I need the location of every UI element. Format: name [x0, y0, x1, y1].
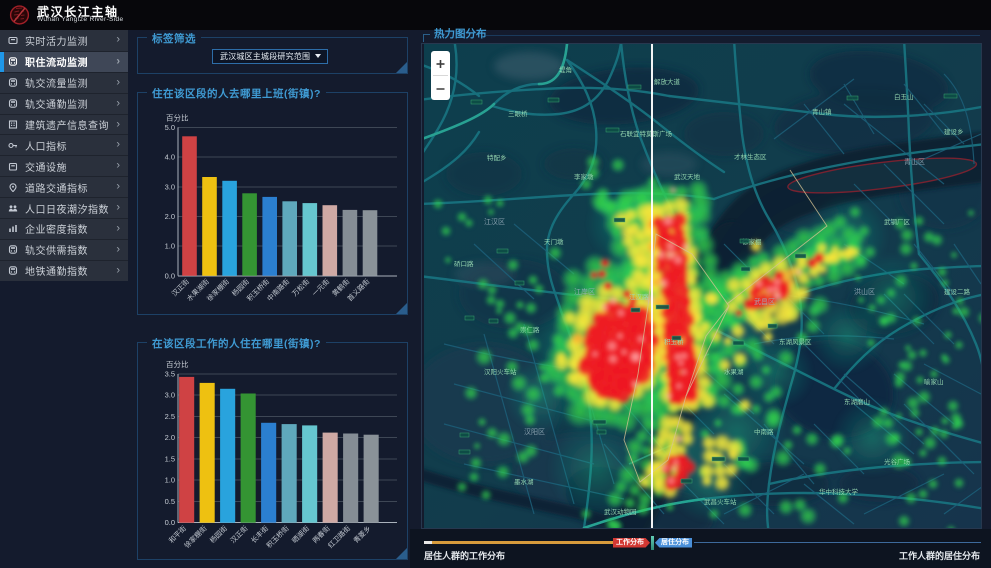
svg-text:首义路街: 首义路街	[345, 277, 371, 303]
svg-text:百分比: 百分比	[166, 359, 189, 369]
svg-text:中南路街: 中南路街	[265, 277, 291, 303]
svg-text:硚口路: 硚口路	[454, 259, 474, 268]
svg-text:汉正街: 汉正街	[228, 524, 249, 545]
svg-text:5.0: 5.0	[165, 123, 175, 132]
svg-text:青山镇: 青山镇	[812, 107, 832, 116]
svg-text:2.0: 2.0	[165, 212, 175, 221]
svg-text:0.0: 0.0	[165, 271, 175, 280]
svg-text:墨水湖: 墨水湖	[514, 477, 534, 486]
svg-text:武钢厂区: 武钢厂区	[884, 217, 911, 226]
svg-text:一元街: 一元街	[310, 277, 331, 298]
svg-text:华中科技大学: 华中科技大学	[819, 487, 859, 496]
svg-text:汉阳区: 汉阳区	[524, 427, 545, 436]
svg-text:万松街: 万松街	[290, 277, 311, 298]
svg-text:白玉山: 白玉山	[894, 92, 914, 101]
svg-text:堤角: 堤角	[559, 65, 572, 74]
svg-text:1.0: 1.0	[165, 476, 175, 485]
svg-text:徐家棚街: 徐家棚街	[182, 524, 208, 550]
svg-text:东湖风景区: 东湖风景区	[779, 337, 812, 346]
svg-text:武昌火车站: 武昌火车站	[704, 497, 737, 506]
svg-text:青菱乡: 青菱乡	[351, 524, 372, 545]
svg-text:三眼桥: 三眼桥	[508, 109, 528, 118]
svg-text:百分比: 百分比	[166, 112, 189, 122]
svg-text:崇仁路: 崇仁路	[520, 325, 540, 334]
svg-text:1.0: 1.0	[165, 242, 175, 251]
svg-text:杨园街: 杨园街	[208, 524, 229, 545]
svg-text:建设二路: 建设二路	[944, 287, 971, 296]
svg-text:长丰街: 长丰街	[249, 524, 270, 545]
svg-text:0.5: 0.5	[165, 497, 175, 506]
svg-text:石联宜特莫斯广场: 石联宜特莫斯广场	[620, 129, 673, 138]
svg-text:2.5: 2.5	[165, 412, 175, 421]
svg-text:洪山区: 洪山区	[854, 287, 875, 296]
svg-text:江岸区: 江岸区	[574, 288, 595, 296]
svg-text:4.0: 4.0	[165, 153, 175, 162]
svg-text:喻家山: 喻家山	[924, 377, 944, 386]
svg-text:武昌区: 武昌区	[754, 297, 775, 306]
svg-text:江汉路: 江汉路	[629, 292, 649, 301]
svg-text:徐家棚: 徐家棚	[742, 237, 762, 246]
svg-text:1.5: 1.5	[165, 455, 175, 464]
svg-text:水果湖: 水果湖	[724, 367, 744, 376]
svg-text:积玉桥: 积玉桥	[664, 337, 684, 346]
svg-text:杨园街: 杨园街	[230, 277, 251, 298]
svg-text:中南路: 中南路	[754, 427, 774, 436]
svg-text:3.5: 3.5	[165, 370, 175, 379]
svg-text:2.0: 2.0	[165, 433, 175, 442]
svg-text:积玉桥街: 积玉桥街	[264, 524, 290, 550]
svg-text:汉阳火车站: 汉阳火车站	[484, 367, 517, 376]
svg-text:特配乡: 特配乡	[487, 153, 507, 162]
svg-text:武汉动物园: 武汉动物园	[604, 507, 637, 516]
svg-text:晒湖街: 晒湖街	[290, 524, 311, 545]
svg-text:武汉天地: 武汉天地	[674, 172, 701, 181]
svg-text:光谷广场: 光谷广场	[884, 457, 911, 466]
svg-text:红卫路街: 红卫路街	[326, 524, 352, 550]
svg-text:东湖磨山: 东湖磨山	[844, 397, 870, 406]
svg-text:3.0: 3.0	[165, 182, 175, 191]
svg-text:徐家棚街: 徐家棚街	[205, 277, 231, 303]
svg-text:建设乡: 建设乡	[944, 127, 964, 136]
svg-text:0.0: 0.0	[165, 518, 175, 527]
svg-text:3.0: 3.0	[165, 391, 175, 400]
svg-text:江汉区: 江汉区	[484, 218, 505, 226]
svg-text:黄鹤街: 黄鹤街	[330, 277, 351, 298]
svg-text:解放大道: 解放大道	[654, 77, 681, 86]
svg-text:两春街: 两春街	[310, 524, 331, 545]
svg-text:才林生态区: 才林生态区	[734, 152, 767, 161]
svg-text:青山区: 青山区	[904, 157, 925, 166]
svg-text:天门墩: 天门墩	[544, 237, 564, 246]
svg-text:李家墩: 李家墩	[574, 172, 594, 181]
